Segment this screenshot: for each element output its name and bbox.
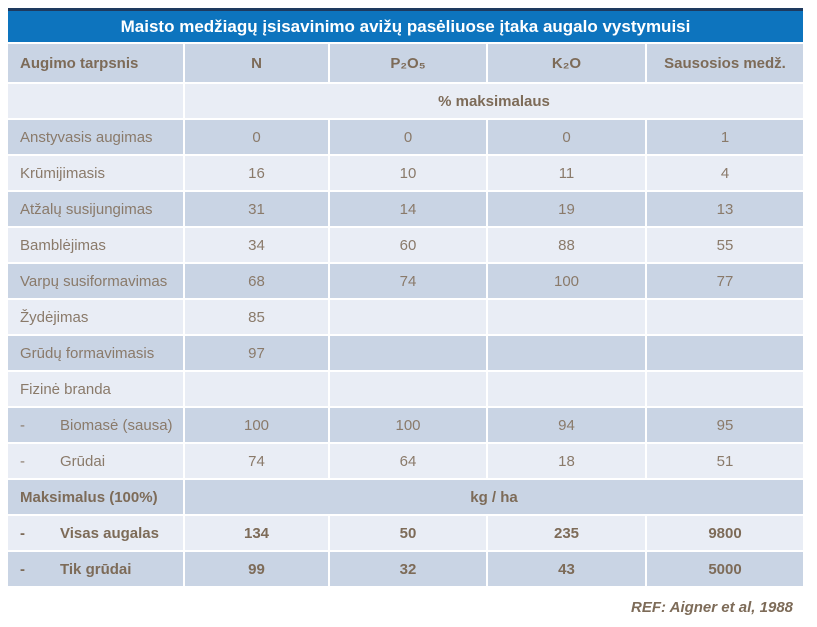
- stage-label: Anstyvasis augimas: [8, 120, 183, 154]
- cell-value: 10: [330, 156, 486, 190]
- table-row: Žydėjimas 85: [8, 300, 803, 334]
- cell-value: 100: [330, 408, 486, 442]
- cell-value: 31: [185, 192, 328, 226]
- cell-value: 0: [185, 120, 328, 154]
- max-unit: kg / ha: [185, 480, 803, 514]
- stage-label: Varpų susiformavimas: [8, 264, 183, 298]
- cell-value: 97: [185, 336, 328, 370]
- table-row: Krūmijimasis 16 10 11 4: [8, 156, 803, 190]
- percent-max-header-row: % maksimalaus: [8, 84, 803, 118]
- stage-label: - Grūdai: [8, 444, 183, 478]
- cell-value: 55: [647, 228, 803, 262]
- cell-value: 50: [330, 516, 486, 550]
- cell-value: 77: [647, 264, 803, 298]
- table-row: - Grūdai 74 64 18 51: [8, 444, 803, 478]
- cell-value: [488, 300, 645, 334]
- cell-value: 235: [488, 516, 645, 550]
- column-header-n: N: [185, 44, 328, 82]
- cell-value: 85: [185, 300, 328, 334]
- column-header-stage: Augimo tarpsnis: [8, 44, 183, 82]
- cell-value: [647, 300, 803, 334]
- stage-label: - Biomasė (sausa): [8, 408, 183, 442]
- cell-value: 64: [330, 444, 486, 478]
- cell-value: 100: [488, 264, 645, 298]
- cell-value: 51: [647, 444, 803, 478]
- cell-value: [330, 336, 486, 370]
- cell-value: 68: [185, 264, 328, 298]
- cell-value: 94: [488, 408, 645, 442]
- column-header-k2o: K₂O: [488, 44, 645, 82]
- cell-value: 134: [185, 516, 328, 550]
- stage-label-text: Biomasė (sausa): [60, 416, 173, 434]
- column-header-p2o5: P₂O₅: [330, 44, 486, 82]
- cell-value: 1: [647, 120, 803, 154]
- stage-label: Fizinė branda: [8, 372, 183, 406]
- cell-value: 9800: [647, 516, 803, 550]
- table-title: Maisto medžiagų įsisavinimo avižų pasėli…: [8, 8, 803, 42]
- table-row: Bamblėjimas 34 60 88 55: [8, 228, 803, 262]
- cell-value: [488, 372, 645, 406]
- max-label: Maksimalus (100%): [8, 480, 183, 514]
- stage-label: Bamblėjimas: [8, 228, 183, 262]
- stage-label-text: Visas augalas: [60, 524, 159, 542]
- table-row: Varpų susiformavimas 68 74 100 77: [8, 264, 803, 298]
- dash-bullet: -: [20, 524, 25, 542]
- cell-value: 11: [488, 156, 645, 190]
- table-row: - Tik grūdai 99 32 43 5000: [8, 552, 803, 586]
- cell-value: 43: [488, 552, 645, 586]
- table-row: Anstyvasis augimas 0 0 0 1: [8, 120, 803, 154]
- stage-label-text: Tik grūdai: [60, 560, 132, 578]
- reference-note: REF: Aigner et al, 1988: [631, 599, 793, 616]
- stage-label-text: Grūdai: [60, 452, 106, 470]
- cell-value: 100: [185, 408, 328, 442]
- table-row: Grūdų formavimasis 97: [8, 336, 803, 370]
- cell-value: 16: [185, 156, 328, 190]
- dash-bullet: -: [20, 416, 25, 434]
- column-header-row: Augimo tarpsnis N P₂O₅ K₂O Sausosios med…: [8, 44, 803, 82]
- nutrient-uptake-table: Maisto medžiagų įsisavinimo avižų pasėli…: [6, 6, 805, 588]
- empty-cell: [8, 84, 183, 118]
- max-header-row: Maksimalus (100%) kg / ha: [8, 480, 803, 514]
- cell-value: [185, 372, 328, 406]
- cell-value: 32: [330, 552, 486, 586]
- cell-value: 99: [185, 552, 328, 586]
- cell-value: 18: [488, 444, 645, 478]
- table-row: - Biomasė (sausa) 100 100 94 95: [8, 408, 803, 442]
- cell-value: 74: [330, 264, 486, 298]
- cell-value: 13: [647, 192, 803, 226]
- cell-value: 88: [488, 228, 645, 262]
- table-row: - Visas augalas 134 50 235 9800: [8, 516, 803, 550]
- cell-value: 60: [330, 228, 486, 262]
- stage-label: - Visas augalas: [8, 516, 183, 550]
- table-row: Fizinė branda: [8, 372, 803, 406]
- cell-value: 34: [185, 228, 328, 262]
- cell-value: [647, 372, 803, 406]
- dash-bullet: -: [20, 452, 25, 470]
- cell-value: 14: [330, 192, 486, 226]
- stage-label: Atžalų susijungimas: [8, 192, 183, 226]
- cell-value: 0: [488, 120, 645, 154]
- column-header-dry-matter: Sausosios medž.: [647, 44, 803, 82]
- cell-value: 74: [185, 444, 328, 478]
- cell-value: 5000: [647, 552, 803, 586]
- table-row: Atžalų susijungimas 31 14 19 13: [8, 192, 803, 226]
- stage-label: - Tik grūdai: [8, 552, 183, 586]
- cell-value: 0: [330, 120, 486, 154]
- stage-label: Grūdų formavimasis: [8, 336, 183, 370]
- cell-value: 4: [647, 156, 803, 190]
- stage-label: Žydėjimas: [8, 300, 183, 334]
- dash-bullet: -: [20, 560, 25, 578]
- percent-max-header: % maksimalaus: [185, 84, 803, 118]
- cell-value: [647, 336, 803, 370]
- cell-value: [330, 372, 486, 406]
- cell-value: 19: [488, 192, 645, 226]
- cell-value: 95: [647, 408, 803, 442]
- cell-value: [488, 336, 645, 370]
- stage-label: Krūmijimasis: [8, 156, 183, 190]
- table-title-row: Maisto medžiagų įsisavinimo avižų pasėli…: [8, 8, 803, 42]
- cell-value: [330, 300, 486, 334]
